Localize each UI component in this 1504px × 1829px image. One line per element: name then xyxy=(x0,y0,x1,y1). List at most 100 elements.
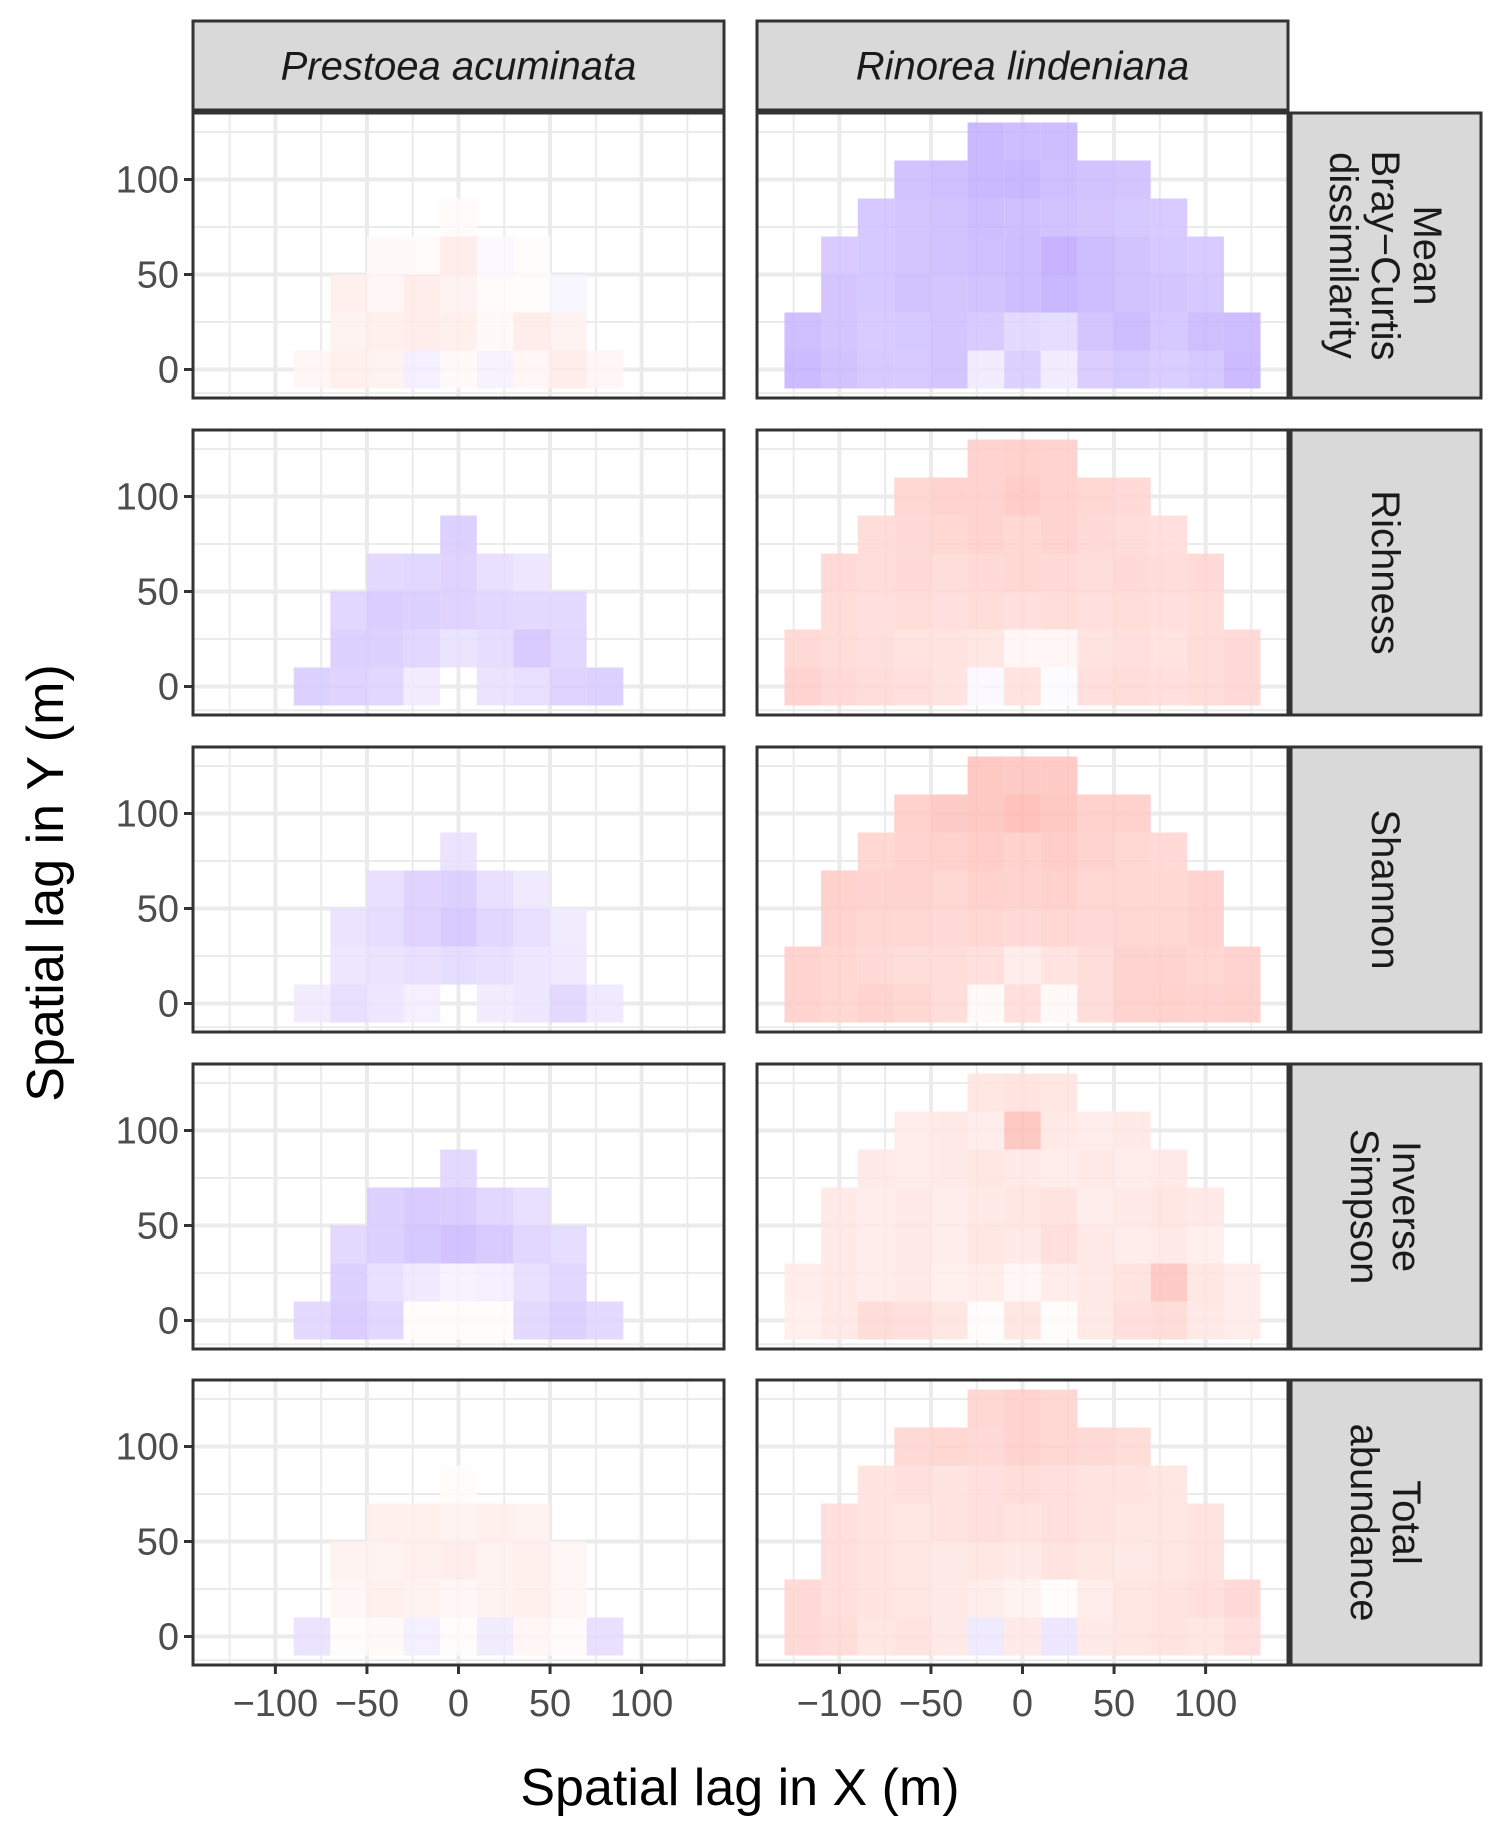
heatmap-cell xyxy=(967,946,1005,985)
heatmap-cell xyxy=(1040,591,1078,630)
heatmap-cell xyxy=(550,629,587,668)
heatmap-cell xyxy=(440,1149,477,1188)
heatmap-cell xyxy=(930,1503,968,1542)
heatmap-cell xyxy=(930,1187,968,1226)
heatmap-cell xyxy=(930,591,968,630)
heatmap-cell xyxy=(1114,198,1151,237)
heatmap-cell xyxy=(440,908,477,947)
heatmap-cell xyxy=(513,629,551,668)
heatmap-cell xyxy=(586,984,624,1023)
heatmap-cell xyxy=(1004,122,1041,161)
heatmap-cell xyxy=(930,1263,968,1302)
heatmap-cell xyxy=(440,1579,477,1618)
heatmap-cell xyxy=(1004,1503,1041,1542)
heatmap-cell xyxy=(403,350,441,389)
heatmap-cell xyxy=(821,1225,858,1264)
heatmap-cell xyxy=(476,1541,514,1580)
heatmap-cell xyxy=(930,1111,968,1150)
panel-r2-c0 xyxy=(191,745,726,1034)
heatmap-cell xyxy=(894,515,931,554)
heatmap-cell xyxy=(476,1263,514,1302)
heatmap-cell xyxy=(967,1541,1005,1580)
heatmap-cell xyxy=(1187,667,1224,706)
row-strip-label-line: Inverse xyxy=(1384,1141,1428,1272)
heatmap-cell xyxy=(894,1301,931,1340)
heatmap-cell xyxy=(403,984,441,1023)
heatmap-cell xyxy=(1150,1225,1188,1264)
heatmap-cell xyxy=(1040,908,1078,947)
heatmap-cell xyxy=(1187,312,1224,351)
heatmap-cell xyxy=(403,1579,441,1618)
heatmap-cell xyxy=(930,1301,968,1340)
heatmap-cell xyxy=(440,946,477,985)
heatmap-cell xyxy=(440,274,477,313)
heatmap-cell xyxy=(1004,1073,1041,1112)
heatmap-cell xyxy=(1077,591,1115,630)
heatmap-cell xyxy=(330,1263,367,1302)
heatmap-cell xyxy=(821,1541,858,1580)
column-strip-1: Rinorea lindeniana xyxy=(755,19,1290,112)
heatmap-cell xyxy=(967,515,1005,554)
heatmap-cell xyxy=(967,1301,1005,1340)
heatmap-cell xyxy=(550,350,587,389)
heatmap-cell xyxy=(1077,629,1115,668)
heatmap-cell xyxy=(513,1225,551,1264)
heatmap-cell xyxy=(440,515,477,554)
y-tick-label: 0 xyxy=(158,667,179,709)
heatmap-cell xyxy=(513,1301,551,1340)
y-tick-label: 0 xyxy=(158,984,179,1026)
heatmap-cell xyxy=(894,477,931,516)
panel-r2-c1 xyxy=(755,745,1290,1034)
heatmap-cell xyxy=(1077,1187,1115,1226)
heatmap-cell xyxy=(857,1465,895,1504)
heatmap-cell xyxy=(894,236,931,275)
heatmap-cell xyxy=(967,312,1005,351)
heatmap-cell xyxy=(1187,236,1224,275)
heatmap-cell xyxy=(403,236,441,275)
y-tick-label: 50 xyxy=(137,572,179,614)
heatmap-cell xyxy=(1223,984,1261,1023)
heatmap-cell xyxy=(1004,1263,1041,1302)
heatmap-cell xyxy=(1040,629,1078,668)
heatmap-cell xyxy=(440,236,477,275)
heatmap-cell xyxy=(1040,870,1078,909)
panel-border xyxy=(191,745,726,1034)
heatmap-cell xyxy=(821,870,858,909)
heatmap-cell xyxy=(1077,1541,1115,1580)
heatmap-cell xyxy=(894,1225,931,1264)
panel-plot-area xyxy=(193,1380,724,1665)
heatmap-cell xyxy=(366,1541,404,1580)
heatmap-cell xyxy=(784,667,822,706)
heatmap-cell xyxy=(403,312,441,351)
heatmap-cell xyxy=(513,946,551,985)
heatmap-cell xyxy=(440,1541,477,1580)
heatmap-cell xyxy=(366,667,404,706)
row-strip-box xyxy=(1289,1062,1483,1351)
heatmap-cell xyxy=(403,1225,441,1264)
heatmap-cell xyxy=(1004,1149,1041,1188)
heatmap-cell xyxy=(366,274,404,313)
heatmap-cell xyxy=(1077,553,1115,592)
heatmap-cell xyxy=(476,667,514,706)
heatmap-cell xyxy=(293,350,331,389)
heatmap-cell xyxy=(967,477,1005,516)
heatmap-cell xyxy=(784,312,822,351)
panel-border xyxy=(755,745,1290,1034)
heatmap-cell xyxy=(403,1503,441,1542)
heatmap-cell xyxy=(821,236,858,275)
heatmap-cell xyxy=(330,1617,367,1656)
heatmap-cell xyxy=(550,1301,587,1340)
heatmap-cell xyxy=(1004,1427,1041,1466)
panel-plot-area xyxy=(193,747,724,1032)
heatmap-cell xyxy=(1004,832,1041,871)
heatmap-cell xyxy=(967,350,1005,389)
heatmap-cell xyxy=(894,908,931,947)
column-strip-box xyxy=(755,19,1290,112)
row-strip-label: MeanBray−Curtisdissimilarity xyxy=(1321,150,1449,360)
heatmap-cell xyxy=(330,350,367,389)
heatmap-cell xyxy=(1040,832,1078,871)
heatmap-cell xyxy=(894,1617,931,1656)
strip-layer: Prestoea acuminata Rinorea lindeniana Mean… xyxy=(191,19,1483,1667)
heatmap-cell xyxy=(967,1111,1005,1150)
heatmap-cell xyxy=(513,1503,551,1542)
